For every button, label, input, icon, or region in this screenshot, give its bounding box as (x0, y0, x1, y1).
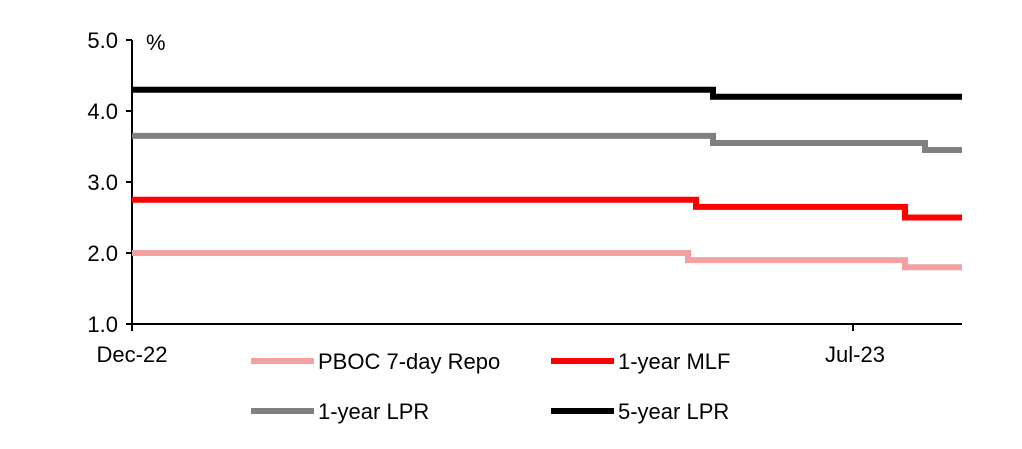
series-line-1-year-lpr (132, 132, 962, 154)
x-tick-label-dec-22: Dec-22 (97, 342, 168, 367)
y-tick-label: 3.0 (87, 170, 118, 195)
y-tick-label: 4.0 (87, 99, 118, 124)
series-lines (132, 86, 962, 271)
series-line-5-year-lpr (132, 86, 962, 100)
series-line-1-year-mlf (132, 196, 962, 221)
series-line-pboc-7-day-repo (132, 250, 962, 271)
y-tick-label: 2.0 (87, 241, 118, 266)
legend-label-1-year-lpr: 1-year LPR (318, 399, 429, 424)
y-axis-unit-label: % (146, 30, 166, 55)
y-axis-ticks: 1.0 2.0 3.0 4.0 5.0 (87, 28, 132, 337)
legend-label-5-year-lpr: 5-year LPR (618, 399, 729, 424)
y-tick-label: 5.0 (87, 28, 118, 53)
y-tick-label: 1.0 (87, 312, 118, 337)
x-tick-label-jul-23: Jul-23 (825, 342, 885, 367)
legend: PBOC 7-day Repo 1-year MLF 1-year LPR 5-… (251, 349, 730, 424)
legend-label-pboc-7-day-repo: PBOC 7-day Repo (318, 349, 500, 374)
legend-label-1-year-mlf: 1-year MLF (618, 349, 730, 374)
